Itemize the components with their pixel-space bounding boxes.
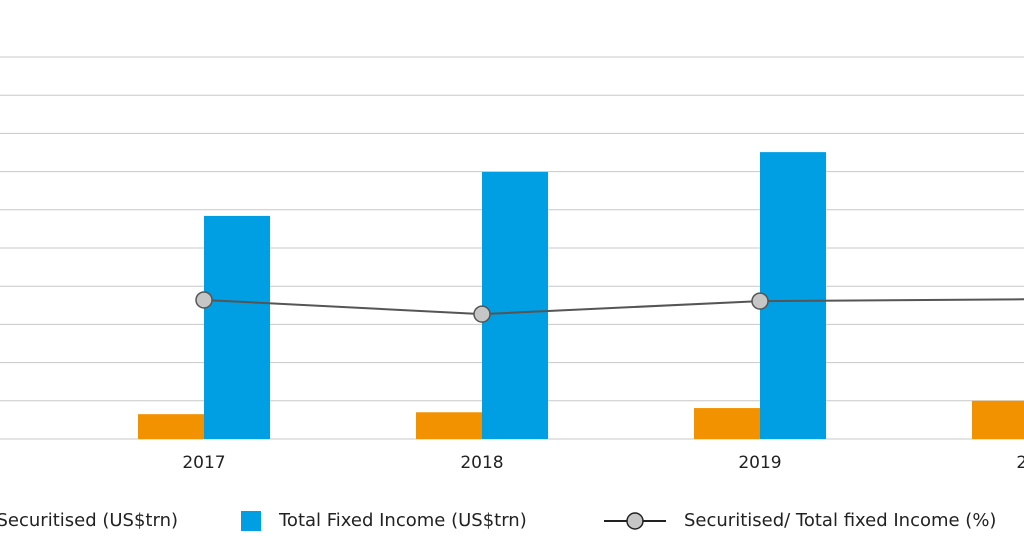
bar (482, 171, 548, 439)
x-tick-label: 2020 (1016, 453, 1024, 473)
legend-label: Total Fixed Income (US$trn) (278, 510, 527, 531)
bar (972, 400, 1024, 439)
legend-label: Securitised/ Total fixed Income (%) (684, 510, 996, 531)
bar (138, 414, 204, 439)
bar (204, 215, 270, 439)
bar (760, 152, 826, 440)
line-marker (195, 291, 213, 309)
x-tick-label: 2017 (182, 453, 225, 473)
x-tick-label: 2019 (738, 453, 781, 473)
line-marker (473, 305, 491, 323)
legend-swatch (241, 511, 261, 531)
legend-label: Securitised (US$trn) (0, 510, 178, 531)
legend-marker (626, 512, 644, 530)
bar (694, 408, 760, 439)
x-tick-label: 2018 (460, 453, 503, 473)
line-marker (751, 292, 769, 310)
bar (416, 412, 482, 439)
line (203, 298, 1024, 316)
